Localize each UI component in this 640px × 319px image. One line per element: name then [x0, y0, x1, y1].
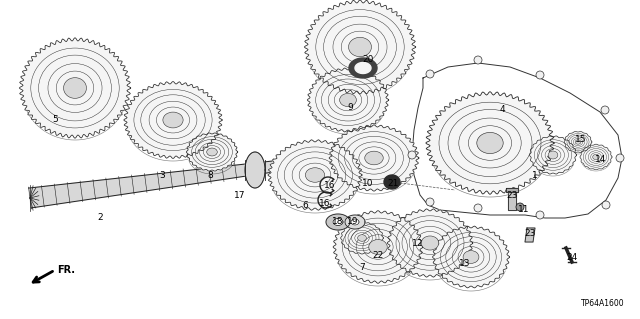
Ellipse shape: [575, 140, 581, 144]
Text: 23: 23: [524, 228, 536, 238]
Circle shape: [536, 211, 544, 219]
Text: 12: 12: [412, 239, 424, 248]
Polygon shape: [564, 131, 592, 152]
Polygon shape: [529, 136, 577, 174]
Text: 24: 24: [566, 253, 578, 262]
Polygon shape: [333, 219, 343, 226]
Polygon shape: [268, 140, 362, 210]
Text: 7: 7: [359, 263, 365, 272]
Polygon shape: [508, 192, 516, 210]
Polygon shape: [19, 38, 131, 138]
Text: 9: 9: [347, 103, 353, 113]
Text: 2: 2: [97, 213, 103, 222]
Polygon shape: [340, 222, 383, 254]
Polygon shape: [124, 81, 222, 159]
Polygon shape: [580, 144, 612, 170]
Text: 13: 13: [460, 258, 471, 268]
Polygon shape: [326, 214, 350, 230]
Polygon shape: [329, 125, 419, 191]
Polygon shape: [506, 188, 518, 192]
Text: 14: 14: [595, 155, 607, 165]
Polygon shape: [387, 209, 473, 277]
Ellipse shape: [207, 148, 218, 156]
Polygon shape: [355, 63, 371, 73]
Circle shape: [474, 56, 482, 64]
Polygon shape: [333, 211, 423, 283]
Text: 16: 16: [324, 182, 336, 190]
Polygon shape: [433, 226, 509, 288]
Ellipse shape: [340, 93, 356, 107]
Circle shape: [516, 203, 524, 211]
Ellipse shape: [477, 132, 503, 153]
Polygon shape: [305, 0, 415, 94]
Circle shape: [601, 106, 609, 114]
Text: 22: 22: [372, 250, 383, 259]
Circle shape: [474, 204, 482, 212]
Ellipse shape: [163, 112, 183, 128]
Circle shape: [426, 198, 434, 206]
Polygon shape: [426, 92, 554, 194]
Text: 11: 11: [518, 205, 530, 214]
Ellipse shape: [358, 235, 366, 241]
Polygon shape: [525, 228, 535, 242]
Ellipse shape: [548, 151, 558, 159]
Text: FR.: FR.: [57, 265, 75, 275]
Text: 8: 8: [207, 170, 213, 180]
Circle shape: [426, 70, 434, 78]
Text: 4: 4: [499, 106, 505, 115]
Polygon shape: [345, 215, 365, 229]
Text: 23: 23: [506, 191, 518, 201]
Text: 1: 1: [532, 170, 538, 180]
Text: 5: 5: [52, 115, 58, 124]
Ellipse shape: [365, 151, 383, 165]
Text: 16: 16: [319, 199, 331, 209]
Text: 19: 19: [348, 218, 359, 226]
Polygon shape: [245, 152, 265, 188]
Ellipse shape: [305, 168, 324, 182]
Circle shape: [536, 71, 544, 79]
Polygon shape: [349, 58, 377, 78]
Text: 18: 18: [332, 218, 344, 226]
Ellipse shape: [421, 236, 439, 250]
Text: 17: 17: [234, 190, 246, 199]
Ellipse shape: [463, 251, 479, 263]
Polygon shape: [351, 219, 359, 225]
Polygon shape: [384, 175, 400, 189]
Polygon shape: [186, 133, 237, 171]
Text: TP64A1600: TP64A1600: [581, 299, 625, 308]
Polygon shape: [307, 68, 388, 132]
Text: 10: 10: [362, 179, 374, 188]
Circle shape: [616, 154, 624, 162]
Text: 15: 15: [575, 136, 587, 145]
Ellipse shape: [349, 37, 371, 57]
Text: 21: 21: [387, 179, 399, 188]
Ellipse shape: [593, 154, 599, 160]
Text: 20: 20: [362, 56, 374, 64]
Ellipse shape: [369, 240, 387, 255]
Circle shape: [602, 201, 610, 209]
Text: 3: 3: [159, 170, 165, 180]
Polygon shape: [29, 158, 301, 208]
Circle shape: [408, 151, 416, 159]
Ellipse shape: [63, 78, 86, 98]
Text: 6: 6: [302, 201, 308, 210]
